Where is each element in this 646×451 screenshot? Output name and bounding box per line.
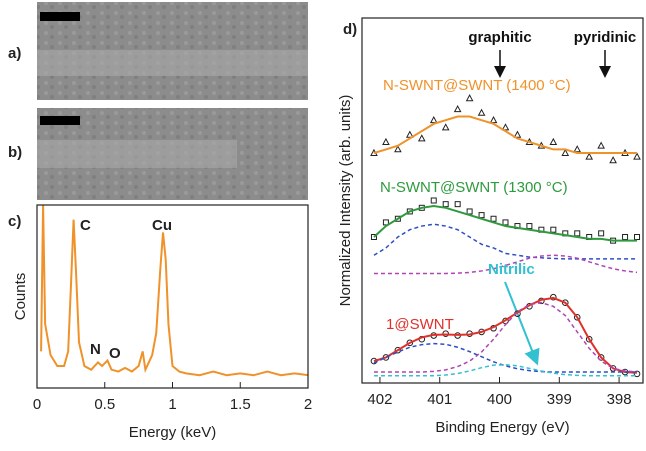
y-axis-label: Normalized Intensity (arb. units)	[337, 95, 354, 307]
marker	[609, 156, 617, 164]
marker	[597, 141, 605, 149]
series-line	[40, 205, 308, 377]
plot-frame	[361, 17, 644, 384]
marker	[430, 197, 437, 204]
x-tick-label: 0.5	[94, 396, 115, 413]
series-line	[373, 363, 638, 377]
annotation: Cu	[152, 217, 172, 234]
marker	[561, 299, 569, 307]
arrow	[504, 281, 540, 366]
marker	[573, 145, 582, 153]
marker	[442, 201, 449, 208]
marker	[465, 94, 474, 102]
x-tick-label: 399	[547, 391, 572, 408]
marker	[453, 104, 462, 113]
marker	[526, 223, 533, 230]
marker	[622, 234, 629, 240]
marker	[406, 339, 414, 347]
series-line	[373, 296, 638, 374]
annotation: N-SWNT@SWNT (1400 °C)	[383, 77, 571, 94]
annotation: graphitic	[468, 29, 531, 46]
panel-label: c)	[8, 213, 21, 230]
marker	[490, 215, 497, 222]
marker	[634, 234, 641, 240]
x-axis-label: Binding Energy (eV)	[435, 419, 569, 436]
panel-label: a)	[8, 45, 21, 62]
series-line	[373, 254, 638, 275]
annotation: Nitrilic	[488, 261, 535, 278]
marker	[574, 230, 581, 237]
annotation: C	[80, 217, 91, 234]
marker	[585, 335, 593, 343]
marker	[394, 215, 401, 222]
marker	[477, 108, 486, 116]
marker	[370, 234, 377, 240]
y-axis-label: Counts	[12, 273, 29, 321]
panel-label: b)	[8, 144, 22, 161]
annotation: N	[90, 341, 101, 358]
x-axis-label: Energy (keV)	[129, 424, 217, 441]
annotation: O	[109, 345, 121, 362]
annotation: N-SWNT@SWNT (1300 °C)	[380, 179, 568, 196]
annotation: 1@SWNT	[386, 316, 454, 333]
marker	[478, 212, 485, 219]
series-line	[373, 342, 638, 373]
marker	[394, 145, 402, 153]
marker	[466, 208, 473, 215]
series-line	[373, 204, 638, 242]
image-b	[37, 108, 308, 200]
series-line	[373, 115, 638, 155]
marker	[441, 123, 450, 131]
panel-label: d)	[343, 21, 357, 38]
marker	[454, 201, 461, 208]
marker	[585, 152, 594, 160]
x-tick-label: 0	[33, 396, 41, 413]
marker	[549, 137, 558, 145]
marker	[382, 137, 390, 145]
marker	[550, 226, 557, 233]
x-tick-label: 400	[487, 391, 512, 408]
marker	[561, 148, 570, 156]
marker	[633, 152, 641, 160]
x-tick-label: 2	[304, 396, 312, 413]
marker	[405, 130, 414, 138]
x-tick-label: 401	[427, 391, 452, 408]
marker	[598, 230, 605, 237]
marker	[502, 219, 509, 226]
marker	[633, 370, 641, 378]
marker	[573, 314, 581, 321]
marker	[501, 123, 510, 131]
marker	[429, 115, 438, 124]
marker	[513, 130, 522, 138]
marker	[550, 293, 557, 301]
series-line	[373, 301, 638, 373]
image-a	[37, 2, 308, 100]
x-tick-label: 398	[607, 391, 632, 408]
x-tick-label: 1	[168, 396, 176, 413]
series-line	[373, 223, 638, 260]
marker	[417, 134, 426, 142]
x-tick-label: 402	[367, 391, 392, 408]
marker	[489, 115, 498, 124]
annotation: pyridinic	[574, 29, 637, 46]
x-tick-label: 1.5	[230, 396, 251, 413]
